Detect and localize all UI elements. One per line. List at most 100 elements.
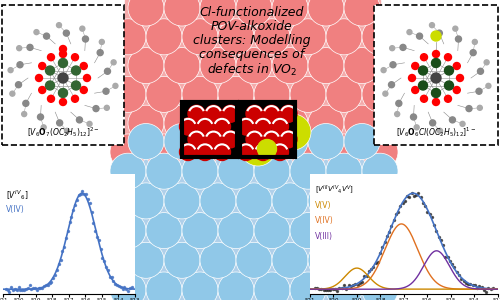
Circle shape xyxy=(58,58,68,68)
Point xyxy=(408,190,416,195)
Point xyxy=(370,264,378,269)
Point xyxy=(98,256,106,260)
Circle shape xyxy=(436,30,442,36)
Point xyxy=(360,274,368,278)
Circle shape xyxy=(110,153,146,189)
Circle shape xyxy=(478,105,482,110)
Circle shape xyxy=(418,66,428,75)
Point xyxy=(486,286,494,291)
Circle shape xyxy=(110,272,146,300)
Point xyxy=(396,204,404,208)
Point xyxy=(320,287,328,292)
Point xyxy=(439,243,447,248)
Circle shape xyxy=(200,48,236,84)
Circle shape xyxy=(93,106,99,112)
Point xyxy=(313,286,321,291)
Point xyxy=(16,288,24,292)
Circle shape xyxy=(272,183,308,219)
Point xyxy=(86,200,94,205)
Circle shape xyxy=(396,100,402,106)
Point xyxy=(126,285,134,290)
Point xyxy=(365,268,373,273)
Circle shape xyxy=(188,105,205,122)
Circle shape xyxy=(432,98,440,106)
Point xyxy=(342,286,350,291)
Point xyxy=(122,286,130,291)
Circle shape xyxy=(214,143,230,161)
Text: $[V^{III}V^{IV}{}_4V^V]$: $[V^{III}V^{IV}{}_4V^V]$ xyxy=(314,184,354,196)
Circle shape xyxy=(254,213,290,249)
Circle shape xyxy=(48,95,54,102)
Point xyxy=(462,280,470,285)
Point xyxy=(112,281,120,286)
Circle shape xyxy=(456,36,462,42)
Point xyxy=(328,287,336,292)
Circle shape xyxy=(17,62,23,68)
Circle shape xyxy=(110,134,146,170)
Point xyxy=(376,250,384,255)
Circle shape xyxy=(263,131,280,148)
Point xyxy=(28,286,36,291)
Circle shape xyxy=(430,23,434,28)
Point xyxy=(356,281,364,286)
Circle shape xyxy=(444,66,454,75)
Point xyxy=(100,259,108,263)
Circle shape xyxy=(188,131,205,148)
Circle shape xyxy=(110,213,146,249)
Circle shape xyxy=(236,242,272,278)
Point xyxy=(432,229,440,233)
Circle shape xyxy=(128,242,164,278)
Point xyxy=(84,197,92,202)
Circle shape xyxy=(238,118,254,135)
Circle shape xyxy=(58,88,68,98)
Circle shape xyxy=(205,105,222,122)
Circle shape xyxy=(438,128,442,133)
Point xyxy=(412,193,420,198)
Point xyxy=(82,192,90,197)
Point xyxy=(380,239,388,244)
Point xyxy=(113,283,121,287)
Point xyxy=(29,285,37,290)
Point xyxy=(71,202,79,207)
Circle shape xyxy=(72,54,78,61)
Circle shape xyxy=(272,118,288,135)
Circle shape xyxy=(164,0,200,26)
Point xyxy=(44,282,52,287)
Circle shape xyxy=(182,134,218,170)
Point xyxy=(128,284,136,289)
Circle shape xyxy=(258,140,276,158)
Circle shape xyxy=(218,153,254,189)
Circle shape xyxy=(254,134,290,170)
Circle shape xyxy=(432,50,440,58)
Circle shape xyxy=(222,131,239,148)
Bar xyxy=(240,102,295,157)
Circle shape xyxy=(326,19,362,55)
Point xyxy=(354,282,362,287)
Point xyxy=(466,281,474,286)
Circle shape xyxy=(431,31,441,41)
Circle shape xyxy=(326,153,362,189)
Circle shape xyxy=(146,213,182,249)
Circle shape xyxy=(272,105,308,141)
Circle shape xyxy=(272,242,308,278)
Circle shape xyxy=(214,118,230,135)
Circle shape xyxy=(182,153,218,189)
Point xyxy=(434,234,442,239)
Circle shape xyxy=(388,82,394,88)
Circle shape xyxy=(146,19,182,55)
Point xyxy=(13,288,21,293)
Circle shape xyxy=(412,86,418,94)
Circle shape xyxy=(146,134,182,170)
Circle shape xyxy=(56,120,62,126)
Circle shape xyxy=(41,125,46,130)
Point xyxy=(482,290,490,294)
Circle shape xyxy=(344,183,380,219)
Point xyxy=(464,281,472,286)
Circle shape xyxy=(205,131,222,148)
Circle shape xyxy=(64,30,70,36)
Point xyxy=(383,234,391,239)
Point xyxy=(471,283,479,288)
Point xyxy=(53,268,61,273)
Circle shape xyxy=(280,131,297,148)
Point xyxy=(398,200,406,205)
